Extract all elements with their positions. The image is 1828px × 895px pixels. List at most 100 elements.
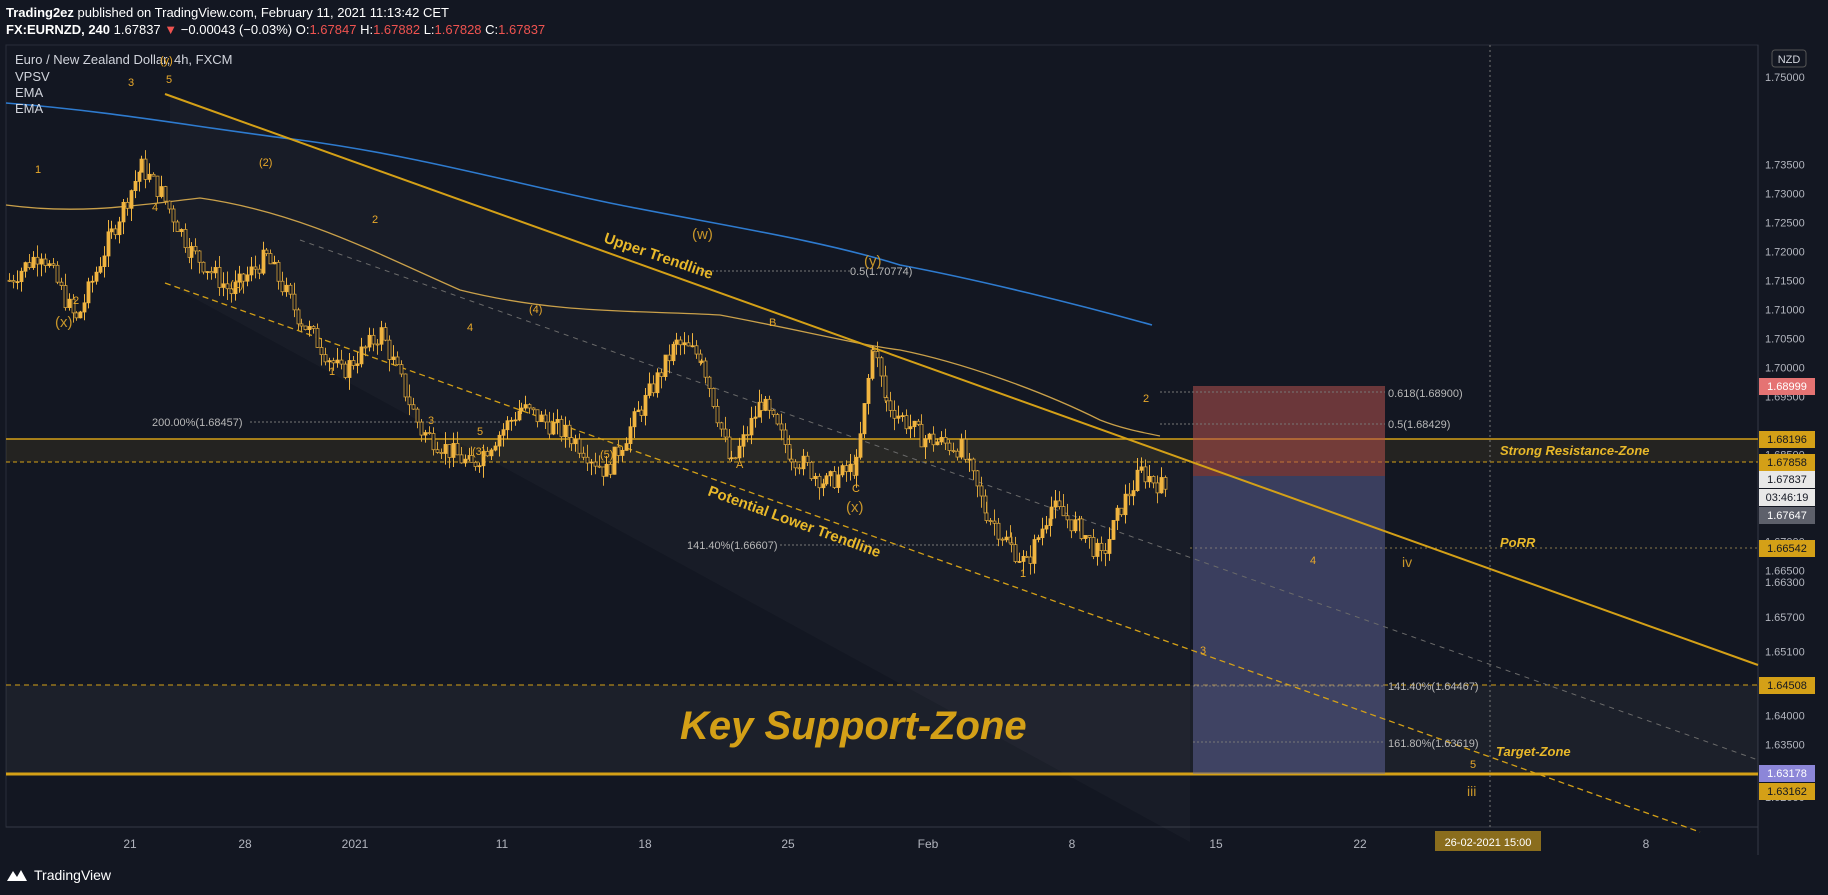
- price-tick-label: 1.71500: [1765, 275, 1805, 287]
- legend-ema-2[interactable]: EMA: [15, 101, 44, 116]
- candle-body: [31, 256, 36, 268]
- price-badge-box: [1759, 378, 1815, 395]
- candle-body: [569, 437, 574, 445]
- time-tick-label: 18: [638, 837, 652, 851]
- candle-body: [759, 401, 764, 411]
- candle-body: [767, 398, 772, 411]
- candle-body: [469, 455, 474, 463]
- candle-body: [703, 360, 708, 378]
- candle-body: [967, 458, 972, 461]
- candle-body: [233, 281, 238, 295]
- candle-body: [581, 452, 586, 458]
- candle-body: [39, 258, 44, 265]
- candle-body: [296, 309, 301, 325]
- candle-body: [828, 471, 833, 477]
- candle-body: [884, 397, 889, 402]
- price-tick-label: 1.73500: [1765, 159, 1805, 171]
- low-label: L:: [423, 22, 435, 37]
- candle-body: [509, 419, 514, 422]
- candle-body: [331, 360, 336, 364]
- candle-body: [555, 419, 560, 423]
- candle-body: [363, 346, 368, 349]
- candle-body: [292, 293, 297, 311]
- resistance-zone: [6, 439, 1758, 462]
- candle-body: [1000, 538, 1005, 541]
- price-badge: 1.66542: [1767, 543, 1807, 555]
- candle-body: [737, 445, 742, 459]
- wave-label-y-top: (y): [160, 55, 173, 67]
- support-zone-label: Key Support-Zone: [680, 704, 1027, 748]
- price-tick-label: 1.73000: [1765, 188, 1805, 200]
- median-line: [299, 239, 1759, 761]
- ema-gold-line: [5, 197, 1161, 437]
- candle-body: [117, 221, 122, 236]
- candle-body: [1127, 493, 1132, 497]
- candle-body: [213, 267, 218, 274]
- candle-body: [147, 173, 152, 180]
- price-tick-label: 1.65700: [1765, 612, 1805, 624]
- down-arrow-icon: ▼: [164, 22, 178, 37]
- candle-body: [179, 229, 184, 233]
- legend-vpsv[interactable]: VPSV: [15, 69, 50, 84]
- candle-body: [1057, 500, 1062, 507]
- candle-body: [1135, 469, 1140, 491]
- candle-body: [741, 434, 746, 447]
- candle-body: [159, 186, 164, 197]
- candle-body: [183, 229, 188, 249]
- wave-label-p4: (4): [529, 304, 542, 316]
- time-axis[interactable]: 21 28 2021 11 18 25 Feb 8 15 22 8: [123, 837, 1649, 851]
- candle-body: [947, 442, 952, 451]
- tradingview-brand[interactable]: TradingView: [6, 867, 111, 883]
- candle-body: [19, 270, 24, 283]
- candle-body: [15, 281, 20, 284]
- wave-label-1b: 1: [329, 366, 335, 378]
- price-badge: 1.68196: [1767, 434, 1807, 446]
- legend-title: Euro / New Zealand Dollar, 4h, FXCM: [15, 52, 232, 67]
- candle-body: [639, 409, 644, 416]
- candle-body: [167, 200, 172, 210]
- candle-body: [1065, 515, 1070, 521]
- price-badge-box: [1759, 540, 1815, 557]
- price-badge: 03:46:19: [1766, 492, 1809, 504]
- candle-body: [427, 432, 432, 434]
- candle-body: [636, 409, 641, 413]
- candle-body: [1053, 500, 1058, 508]
- candle-body: [988, 520, 993, 522]
- candle-body: [1123, 493, 1128, 516]
- currency-badge-box[interactable]: [1771, 49, 1807, 68]
- candle-body: [923, 438, 928, 448]
- candle-body: [875, 351, 880, 359]
- fib-label-0p5-top: 0.5(1.70774): [850, 266, 912, 278]
- wave-label-2c: 2: [1143, 393, 1149, 405]
- candle-body: [367, 334, 372, 348]
- candle-body: [527, 404, 532, 409]
- legend-ema-1[interactable]: EMA: [15, 85, 44, 100]
- price-badge: 1.67858: [1767, 457, 1807, 469]
- candle-body: [908, 426, 913, 430]
- candle-body: [343, 363, 348, 378]
- candle-body: [371, 334, 376, 345]
- price-badge-box: [1759, 471, 1815, 488]
- candle-body: [1004, 536, 1009, 541]
- candle-body: [419, 421, 424, 436]
- time-tick-label: 8: [1643, 837, 1650, 851]
- candle-body: [1021, 555, 1026, 562]
- candle-body: [844, 465, 849, 473]
- candle-body: [463, 458, 468, 464]
- candle-body: [155, 175, 160, 197]
- price-badge-box: [1759, 677, 1815, 694]
- reward-box: [1193, 476, 1385, 774]
- resistance-zone-label: Strong Resistance-Zone: [1500, 443, 1650, 458]
- candle-body: [455, 443, 460, 456]
- candle-body: [395, 356, 400, 366]
- candle-body: [787, 444, 792, 460]
- candle-body: [407, 396, 412, 406]
- wave-label-5c: 5: [1470, 759, 1476, 771]
- candle-body: [280, 280, 285, 293]
- price-axis[interactable]: 1.75000 1.73500 1.73000 1.72500 1.72000 1.715…: [1765, 72, 1805, 804]
- candle-body: [996, 522, 1001, 540]
- candle-body: [189, 246, 194, 258]
- candle-body: [1151, 476, 1156, 484]
- candle-body: [1009, 542, 1014, 546]
